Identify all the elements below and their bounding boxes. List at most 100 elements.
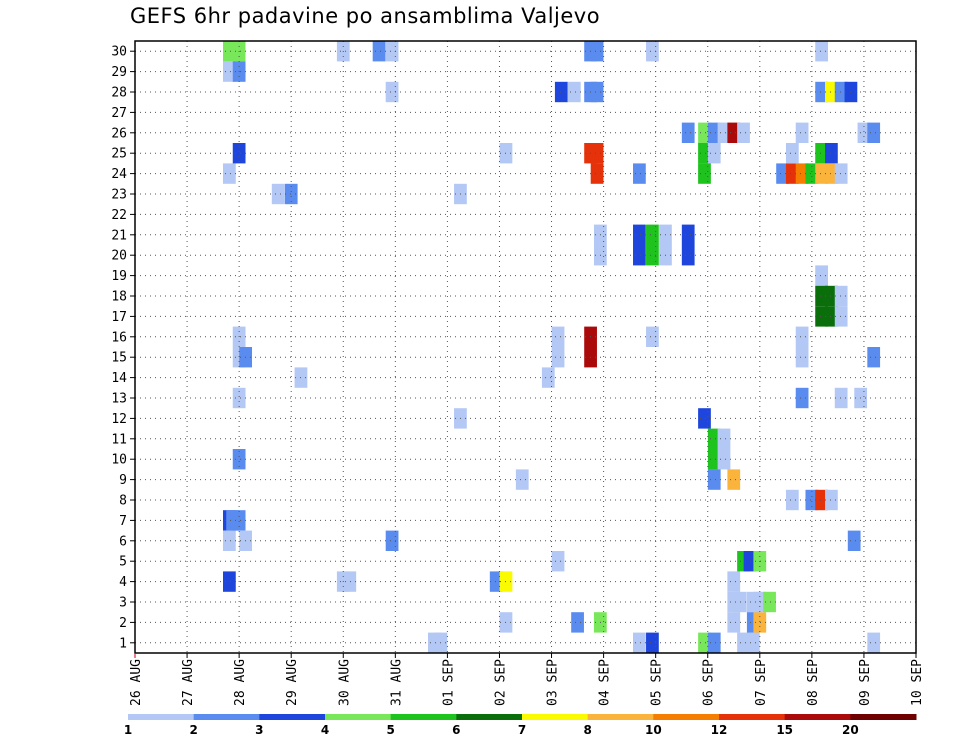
heatmap-cell [727,469,741,490]
heatmap-cell [815,489,829,511]
plot-frame [134,40,917,654]
x-tick-label: 27 AUG [181,659,196,706]
chart-title: GEFS 6hr padavine po ansamblima Valjevo [130,4,601,28]
colorbar-swatch [193,714,260,720]
y-tick-label: 8 [119,494,127,509]
y-tick-label: 7 [119,514,127,529]
heatmap-cell [567,81,581,103]
heatmap-cell [717,122,731,143]
heatmap-cell [372,41,386,62]
heatmap-cell [551,326,565,347]
colorbar-label: 5 [386,723,394,737]
heatmap-cell [815,265,829,286]
heatmap-cell [646,245,659,266]
heatmap-cell [717,449,731,470]
colorbar-label: 1 [124,723,132,737]
heatmap-cell [232,143,246,164]
heatmap-cell [633,632,646,653]
y-tick-label: 4 [119,575,127,590]
heatmap-cell [707,632,721,653]
colorbar: 1 2 3 4 5 6 7 8 10 12 15 20 [124,714,917,737]
heatmap-cell [698,632,711,653]
heatmap-cell [727,122,741,143]
y-tick-label: 10 [111,453,127,468]
x-tick-label: 01 SEP [441,659,456,706]
colorbar-label: 20 [842,723,859,737]
y-tick-label: 29 [111,65,127,80]
heatmap-cell [785,163,799,184]
heatmap-cells [222,41,881,653]
heatmap-cell [805,163,819,184]
y-tick-label: 6 [119,534,127,549]
heatmap-cell [825,489,838,511]
heatmap-cell [646,224,659,245]
colorbar-label: 6 [452,723,460,737]
x-tick-label: 09 SEP [858,659,873,706]
heatmap-cell [795,163,809,184]
heatmap-cell [698,408,711,429]
y-tick-label: 1 [119,636,127,651]
heatmap-cell [541,367,555,388]
heatmap-cell [571,612,584,633]
y-tick-label: 27 [111,106,127,121]
heatmap-cell [633,163,646,184]
colorbar-swatch [784,714,851,720]
heatmap-cell [232,449,246,470]
x-tick-label: 07 SEP [754,659,769,706]
colorbar-swatch [128,714,195,720]
heatmap-cell [681,122,695,143]
heatmap-cell [232,387,246,409]
heatmap-cell [825,306,838,327]
heatmap-cell [707,449,721,470]
heatmap-cell [825,285,838,307]
grid-lines [134,41,917,653]
heatmap-cell [834,387,848,409]
y-tick-label: 13 [111,392,127,407]
heatmap-cell [815,285,829,307]
heatmap-cell [698,122,711,143]
x-tick-label: 06 SEP [702,659,717,706]
heatmap-cell [727,571,741,592]
heatmap-cell [707,143,721,164]
heatmap-cell [805,489,819,511]
heatmap-cell [834,163,848,184]
y-tick-label: 2 [119,616,127,631]
heatmap-cell [795,122,809,143]
heatmap-cell [707,122,721,143]
colorbar-label: 7 [518,723,526,737]
heatmap-cell [785,143,799,164]
y-tick-label: 16 [111,330,127,345]
heatmap-cell [815,41,829,62]
heatmap-cell [590,41,604,62]
heatmap-cell [343,571,357,592]
heatmap-cell [717,428,731,449]
heatmap-cell [815,81,829,103]
colorbar-label: 4 [321,723,329,737]
y-axis: 1234567891011121314151617181920212223242… [111,45,135,651]
heatmap-cell [222,571,236,592]
y-tick-label: 12 [111,412,127,427]
heatmap-cell [727,612,741,633]
heatmap-cell [646,41,659,62]
y-tick-label: 19 [111,269,127,284]
heatmap-cell [551,551,565,572]
colorbar-swatch [850,714,917,720]
y-tick-label: 24 [111,167,127,182]
x-tick-label: 05 SEP [650,659,665,706]
colorbar-label: 12 [711,723,728,737]
colorbar-swatch [653,714,720,720]
heatmap-cell [867,632,881,653]
y-tick-label: 30 [111,45,127,60]
colorbar-swatch [719,714,786,720]
x-tick-label: 29 AUG [285,659,300,706]
colorbar-swatch [522,714,589,720]
heatmap-cell [515,469,529,490]
heatmap-cell [633,224,646,245]
heatmap-cell [698,163,711,184]
heatmap-cell [590,143,604,164]
heatmap-cell [222,41,236,62]
x-tick-label: 30 AUG [337,659,352,706]
heatmap-cell [795,326,809,347]
heatmap-cell [847,530,861,551]
